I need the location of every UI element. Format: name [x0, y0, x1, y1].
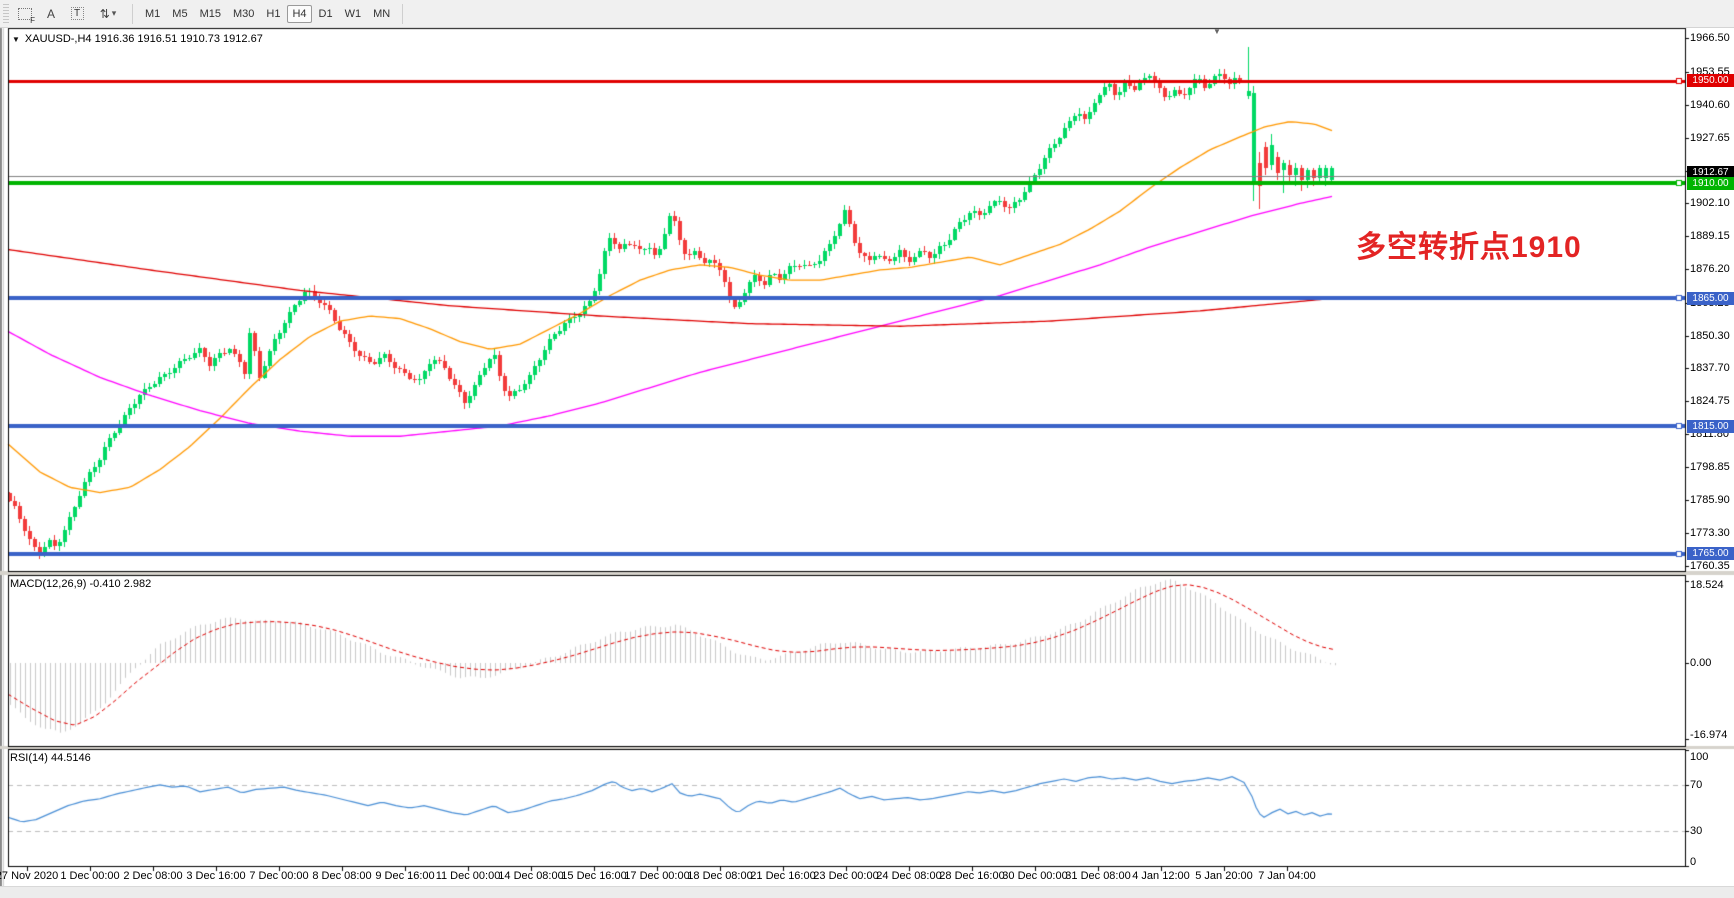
time-axis-label[interactable]: 1 Dec 00:00 [60, 870, 120, 882]
toolbar: F A T ⇅ ▾ M1 M5 M15 M30 H1 H4 D1 W1 MN [0, 0, 1734, 28]
toolbar-drag-handle[interactable] [3, 3, 9, 24]
caret-down-icon[interactable]: ▾ [111, 8, 117, 18]
time-axis-label[interactable]: 24 Dec 08:00 [876, 870, 942, 882]
collapse-triangle-icon[interactable]: ▼ [12, 35, 20, 44]
fibonacci-icon: F [18, 7, 35, 25]
time-axis-label[interactable]: 31 Dec 08:00 [1065, 870, 1131, 882]
window-bottom-strip [0, 886, 1734, 898]
price-axis-label[interactable]: 1927.65 [1690, 131, 1730, 144]
price-tag-1765.00[interactable]: 1765.00 [1687, 547, 1734, 561]
time-axis-label[interactable]: 21 Dec 16:00 [750, 870, 816, 882]
tf-button-MN[interactable]: MN [373, 7, 391, 20]
time-axis-label[interactable]: 7 Dec 00:00 [249, 870, 309, 882]
price-axis-label[interactable]: 1889.15 [1690, 230, 1730, 243]
price-axis-label[interactable]: 1837.70 [1690, 361, 1730, 374]
macd-axis-label: 0.00 [1690, 657, 1712, 669]
rsi-axis-label: 100 [1690, 751, 1709, 763]
toolbar-separator [402, 3, 404, 24]
price-tag-1950.00[interactable]: 1950.00 [1687, 74, 1734, 88]
time-axis-label[interactable]: 14 Dec 08:00 [498, 870, 564, 882]
tf-button-D1[interactable]: D1 [318, 7, 333, 20]
price-tag-1865.00[interactable]: 1865.00 [1687, 291, 1734, 305]
macd-axis-label: -16.974 [1690, 728, 1728, 741]
rsi-axis-label: 70 [1690, 778, 1703, 791]
price-axis-label[interactable]: 1940.60 [1690, 98, 1730, 111]
time-axis-label[interactable]: 2 Dec 08:00 [123, 870, 183, 882]
annotation-text[interactable]: 多空转折点1910 [1356, 231, 1582, 264]
price-axis-label[interactable]: 1773.30 [1690, 526, 1730, 539]
chart-shift-marker[interactable]: ▼ [1213, 27, 1221, 36]
price-tag-1815.00[interactable]: 1815.00 [1687, 419, 1734, 433]
price-axis-label[interactable]: 1798.85 [1690, 461, 1730, 474]
time-axis-label[interactable]: 23 Dec 00:00 [813, 870, 879, 882]
arrows-icon: ⇅ [99, 6, 110, 21]
price-axis-label[interactable]: 1760.35 [1690, 559, 1730, 572]
current-price-tag: 1912.67 [1687, 166, 1734, 180]
time-axis-label[interactable]: 8 Dec 08:00 [312, 870, 372, 882]
tf-button-M30[interactable]: M30 [232, 7, 255, 20]
price-axis-label[interactable]: 1785.90 [1690, 494, 1730, 507]
tf-button-H4[interactable]: H4 [287, 4, 312, 23]
time-axis-label[interactable]: 5 Jan 20:00 [1195, 870, 1253, 882]
time-axis-label[interactable]: 30 Dec 00:00 [1002, 870, 1068, 882]
time-axis-label[interactable]: 28 Dec 16:00 [939, 870, 1005, 882]
macd-axis-label: 18.524 [1690, 578, 1724, 591]
macd-indicator-label: MACD(12,26,9) -0.410 2.982 [10, 578, 152, 590]
label-tool-button[interactable]: T [65, 3, 89, 25]
tf-button-H1[interactable]: H1 [266, 7, 281, 20]
tf-button-M5[interactable]: M5 [172, 7, 188, 20]
label-icon: T [70, 7, 84, 20]
time-axis-label[interactable]: 27 Nov 2020 [0, 870, 59, 882]
time-axis-label[interactable]: 7 Jan 04:00 [1258, 870, 1316, 882]
price-axis-label[interactable]: 1876.20 [1690, 263, 1730, 276]
rsi-axis-label: 30 [1690, 825, 1703, 838]
time-axis-label[interactable]: 11 Dec 00:00 [435, 870, 501, 882]
text-tool-button[interactable]: A [39, 3, 63, 25]
time-axis-label[interactable]: 18 Dec 08:00 [687, 870, 753, 882]
price-axis-label[interactable]: 1850.30 [1690, 329, 1730, 342]
symbol-ohlc-line[interactable]: ▼ XAUUSD-,H4 1916.36 1916.51 1910.73 1912… [12, 33, 263, 45]
time-axis-label[interactable]: 4 Jan 12:00 [1132, 870, 1190, 882]
fibonacci-tool-button[interactable]: F [13, 3, 37, 25]
price-axis-label[interactable]: 1824.75 [1690, 395, 1730, 408]
time-axis-label[interactable]: 3 Dec 16:00 [186, 870, 246, 882]
price-axis-label[interactable]: 1902.10 [1690, 197, 1730, 210]
time-axis-label[interactable]: 15 Dec 16:00 [561, 870, 627, 882]
time-axis-label[interactable]: 17 Dec 00:00 [624, 870, 690, 882]
arrows-tool-button[interactable]: ⇅ ▾ [91, 3, 125, 25]
rsi-axis-label: 0 [1690, 856, 1697, 868]
tf-button-M1[interactable]: M1 [145, 7, 161, 20]
price-axis-label[interactable]: 1966.50 [1690, 32, 1730, 45]
tf-button-M15[interactable]: M15 [199, 7, 221, 20]
price-tag-1910.00[interactable]: 1910.00 [1687, 176, 1734, 190]
text-icon: A [46, 6, 55, 21]
symbol-ohlc-text: XAUUSD-,H4 1916.36 1916.51 1910.73 1912.… [24, 33, 263, 45]
time-axis-label[interactable]: 9 Dec 16:00 [375, 870, 435, 882]
tf-button-W1[interactable]: W1 [344, 7, 362, 20]
rsi-indicator-label: RSI(14) 44.5146 [10, 752, 91, 764]
toolbar-separator [132, 3, 133, 24]
timeframe-group: M1 M5 M15 M30 H1 H4 D1 W1 MN [139, 4, 396, 23]
